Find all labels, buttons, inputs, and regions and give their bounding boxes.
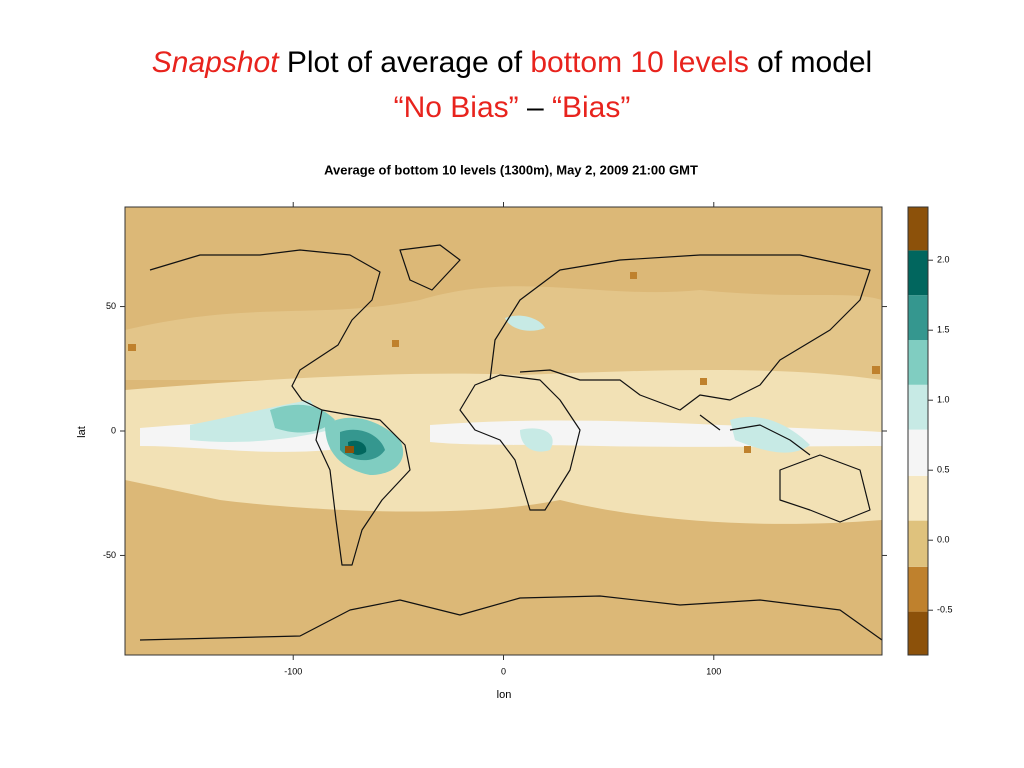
map-field — [125, 207, 882, 655]
colorbar-tick-label: 2.0 — [937, 255, 950, 265]
colorbar-band — [908, 207, 928, 251]
title-part: Snapshot — [151, 46, 279, 79]
y-axis-label: lat — [76, 426, 88, 438]
colorbar-frame — [907, 206, 929, 656]
y-tick-label: -50 — [103, 550, 116, 560]
slide-title: Snapshot Plot of average of bottom 10 le… — [0, 40, 1024, 130]
colorbar-band — [908, 250, 928, 296]
colorbar-band — [908, 566, 928, 612]
title-part: of model — [748, 46, 873, 79]
colorbar-tick-label: 1.0 — [937, 395, 950, 405]
colorbar-tick-label: -0.5 — [937, 605, 953, 615]
y-tick-label: 50 — [106, 301, 116, 311]
x-tick-label: 0 — [501, 666, 506, 676]
title-part: Plot of average of — [278, 46, 531, 79]
colorbar-tick-label: 0.0 — [937, 535, 950, 545]
colorbar-tick-label: 0.5 — [937, 465, 950, 475]
x-axis-label: lon — [497, 689, 512, 701]
colorbar-band — [908, 295, 928, 340]
x-tick-label: -100 — [284, 666, 302, 676]
x-tick-label: 100 — [706, 666, 721, 676]
plot-title: Average of bottom 10 levels (1300m), May… — [324, 162, 698, 177]
colorbar-band — [908, 340, 928, 385]
title-part: bottom 10 levels — [530, 46, 749, 79]
title-line: Snapshot Plot of average of bottom 10 le… — [0, 40, 1024, 85]
y-tick-label: 0 — [111, 425, 116, 435]
colorbar-band — [908, 475, 928, 521]
colorbar-band — [908, 384, 928, 430]
colorbar-band — [908, 520, 928, 567]
title-line: “No Bias” – “Bias” — [0, 85, 1024, 130]
title-part: “Bias” — [552, 91, 631, 124]
title-part: – — [518, 91, 553, 124]
colorbar-band — [908, 429, 928, 476]
title-part: “No Bias” — [393, 91, 519, 124]
colorbar-tick-label: 1.5 — [937, 325, 950, 335]
colorbar-band — [908, 611, 928, 655]
